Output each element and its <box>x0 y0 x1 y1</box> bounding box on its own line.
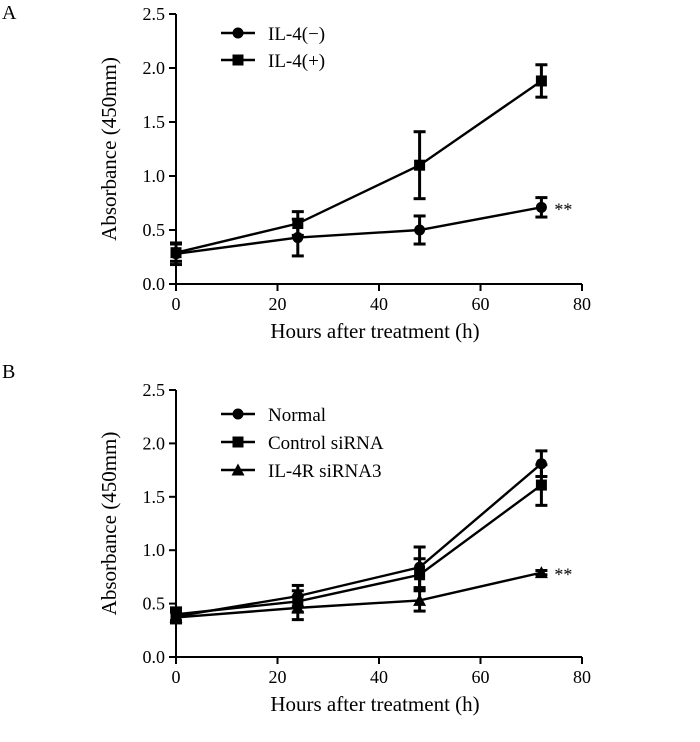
y-tick-label: 2.0 <box>143 433 166 453</box>
series-il-4- <box>170 63 548 263</box>
data-point <box>534 566 548 579</box>
y-tick-label: 0.5 <box>143 594 166 614</box>
significance-annotation: ** <box>554 199 572 219</box>
series-line <box>175 79 543 254</box>
series-il-4r-sirna3 <box>169 566 548 625</box>
y-tick-label: 2.5 <box>143 380 166 400</box>
series-il-4- <box>170 196 548 267</box>
legend-label: IL-4(−) <box>268 24 325 45</box>
legend-marker <box>231 463 245 476</box>
x-axis-title: Hours after treatment (h) <box>270 319 479 343</box>
data-point <box>292 218 304 230</box>
y-axis-title: Absorbance (450mm) <box>97 57 121 241</box>
x-tick-label: 0 <box>172 294 181 314</box>
x-tick-label: 0 <box>172 667 181 687</box>
series-line <box>175 462 543 618</box>
legend-label: Control siRNA <box>268 433 384 454</box>
panel-label-b: B <box>2 361 15 383</box>
data-point <box>170 247 182 259</box>
y-tick-label: 1.0 <box>143 540 166 560</box>
legend-marker <box>232 408 244 420</box>
legend-marker <box>232 436 244 448</box>
data-point <box>169 610 183 623</box>
x-tick-label: 60 <box>472 294 490 314</box>
data-point <box>413 593 427 606</box>
legend-label: IL-4R siRNA3 <box>268 461 381 482</box>
y-tick-label: 0.0 <box>143 274 166 294</box>
x-tick-label: 60 <box>472 667 490 687</box>
data-point <box>414 224 426 236</box>
y-tick-label: 1.0 <box>143 166 166 186</box>
legend-label: Normal <box>268 405 326 426</box>
series-control-sirna <box>170 463 548 623</box>
y-tick-label: 0.5 <box>143 220 166 240</box>
chart-panel-a: 0.0 0.5 1.0 1.5 2.0 2.5 0 20 40 60 80 Hours after t… <box>97 4 591 343</box>
data-point <box>535 201 547 213</box>
legend-marker <box>232 54 244 66</box>
data-point <box>414 569 426 581</box>
legend-label: IL-4(+) <box>268 51 325 72</box>
y-tick-label: 1.5 <box>143 112 166 132</box>
x-axis-title: Hours after treatment (h) <box>270 692 479 716</box>
x-tick-label: 80 <box>573 667 591 687</box>
panel-label-a: A <box>2 2 17 24</box>
x-tick-label: 80 <box>573 294 591 314</box>
y-tick-label: 2.0 <box>143 58 166 78</box>
significance-annotation: ** <box>554 565 572 585</box>
data-point <box>535 479 547 491</box>
x-tick-label: 40 <box>370 294 388 314</box>
x-tick-label: 20 <box>269 667 287 687</box>
data-point <box>535 75 547 87</box>
y-tick-label: 2.5 <box>143 4 166 24</box>
y-tick-label: 0.0 <box>143 647 166 667</box>
y-tick-label: 1.5 <box>143 487 166 507</box>
data-point <box>291 601 305 614</box>
series-line <box>175 206 542 255</box>
legend-marker <box>232 27 244 39</box>
x-tick-label: 20 <box>269 294 287 314</box>
y-axis-title: Absorbance (450mm) <box>97 432 121 616</box>
data-point <box>414 159 426 171</box>
x-tick-label: 40 <box>370 667 388 687</box>
chart-panel-b: 0.0 0.5 1.0 1.5 2.0 2.5 0 20 40 60 80 Hours after t… <box>97 380 591 716</box>
series-line <box>175 484 543 616</box>
series-line <box>175 571 542 619</box>
